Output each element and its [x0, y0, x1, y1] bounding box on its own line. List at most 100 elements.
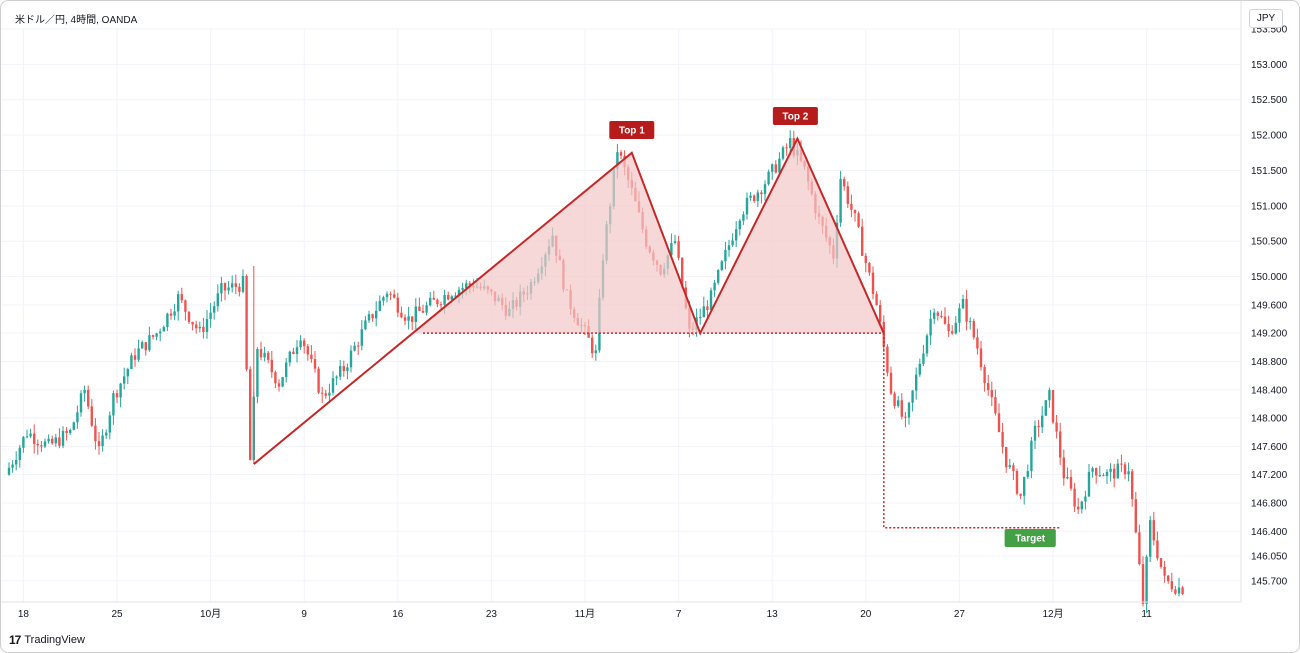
candle-body: [184, 300, 187, 312]
candle-body: [889, 372, 893, 394]
time-tick-label: 7: [676, 609, 682, 620]
candle-body: [738, 220, 741, 230]
currency-button[interactable]: JPY: [1249, 9, 1283, 28]
candle-body: [1069, 476, 1073, 489]
candle-body: [177, 294, 180, 312]
candle-body: [868, 262, 871, 273]
price-tick-label: 149.200: [1251, 329, 1288, 340]
candle-body: [187, 311, 191, 322]
candle-body: [378, 300, 381, 311]
candle-body: [429, 297, 432, 306]
candle-body: [879, 305, 882, 322]
candle-body: [857, 213, 860, 227]
candle-body: [781, 147, 785, 159]
candle-body: [1026, 471, 1029, 477]
candle-body: [97, 441, 101, 447]
price-tick-label: 153.500: [1251, 25, 1288, 36]
price-tick-label: 153.000: [1251, 60, 1288, 71]
candle-body: [421, 310, 425, 313]
price-tick-label: 152.000: [1251, 131, 1288, 142]
candle-body: [331, 378, 335, 393]
top-2-label-box: [772, 107, 818, 125]
candle-body: [126, 369, 129, 377]
time-tick-label: 18: [18, 609, 30, 620]
candle-body: [771, 164, 774, 172]
candle-body: [1102, 475, 1105, 477]
tradingview-logo-text: TradingView: [24, 634, 85, 646]
candle-body: [180, 294, 183, 301]
candle-body: [1005, 446, 1008, 468]
candle-body: [713, 282, 716, 291]
time-tick-label: 27: [954, 609, 966, 620]
candle-body: [238, 286, 241, 292]
time-tick-label: 25: [111, 609, 123, 620]
candle-body: [1008, 465, 1011, 468]
candle-body: [29, 433, 32, 437]
candle-body: [155, 333, 158, 337]
candle-body: [33, 433, 36, 444]
candle-body: [990, 390, 993, 398]
candle-body: [1145, 556, 1148, 604]
candle-body: [432, 297, 435, 300]
candle-body: [1163, 566, 1166, 576]
time-axis[interactable]: 18 25 10月 9 16 23 11月 7 13 20 27 12月 11: [1, 601, 1241, 620]
candle-body: [853, 209, 857, 214]
candle-body: [101, 435, 104, 447]
candle-body: [1041, 415, 1044, 428]
price-tick-label: 148.000: [1251, 414, 1288, 425]
candle-body: [133, 355, 137, 360]
time-tick-label: 20: [860, 609, 872, 620]
price-tick-label: 148.800: [1251, 357, 1288, 368]
candle-body: [1037, 425, 1040, 428]
candle-body: [774, 164, 777, 173]
candle-body: [767, 171, 770, 185]
candle-body: [267, 352, 270, 360]
candle-body: [1177, 587, 1181, 594]
candle-body: [465, 283, 468, 288]
candle-body: [223, 283, 227, 291]
candle-body: [1084, 496, 1087, 502]
top-1-label: Top 1: [609, 121, 655, 139]
price-tick-label: 151.500: [1251, 166, 1288, 177]
candle-body: [285, 362, 288, 378]
candle-body: [594, 350, 597, 354]
candle-body: [1062, 457, 1065, 479]
candle-body: [893, 393, 896, 406]
candle-body: [400, 312, 403, 318]
candle-body: [231, 283, 234, 288]
candle-body: [375, 310, 378, 319]
candle-body: [1134, 499, 1137, 533]
candle-body: [760, 192, 763, 195]
price-tick-label: 147.600: [1251, 442, 1288, 453]
top-2-shading: [700, 138, 884, 334]
candle-body: [1159, 558, 1163, 567]
candle-body: [371, 314, 374, 319]
candle-body: [227, 287, 230, 291]
candle-body: [918, 363, 921, 375]
candle-body: [173, 311, 176, 316]
candle-body: [1109, 468, 1112, 472]
time-tick-label: 13: [767, 609, 779, 620]
candle-body: [151, 335, 155, 337]
candle-body: [839, 179, 842, 223]
price-axis[interactable]: 153.500 153.000 152.500 152.000 151.500 151.0…: [1240, 1, 1288, 602]
time-tick-label: 12月: [1042, 608, 1063, 620]
candle-body: [1019, 493, 1022, 496]
candle-body: [1120, 463, 1123, 465]
candle-body: [439, 304, 443, 306]
candle-body: [105, 432, 108, 436]
candle-body: [90, 406, 93, 426]
candle-body: [162, 327, 165, 332]
candle-body: [591, 337, 594, 354]
candle-body: [216, 293, 219, 307]
candle-body: [137, 348, 140, 360]
symbol-title: 米ドル／円, 4時間, OANDA: [15, 15, 138, 26]
candle-body: [79, 393, 83, 413]
candle-body: [299, 340, 302, 348]
time-tick-label: 11: [1141, 609, 1152, 620]
candle-body: [191, 321, 194, 325]
tradingview-logo[interactable]: 17 TradingView: [9, 633, 85, 647]
candle-body: [709, 290, 713, 310]
